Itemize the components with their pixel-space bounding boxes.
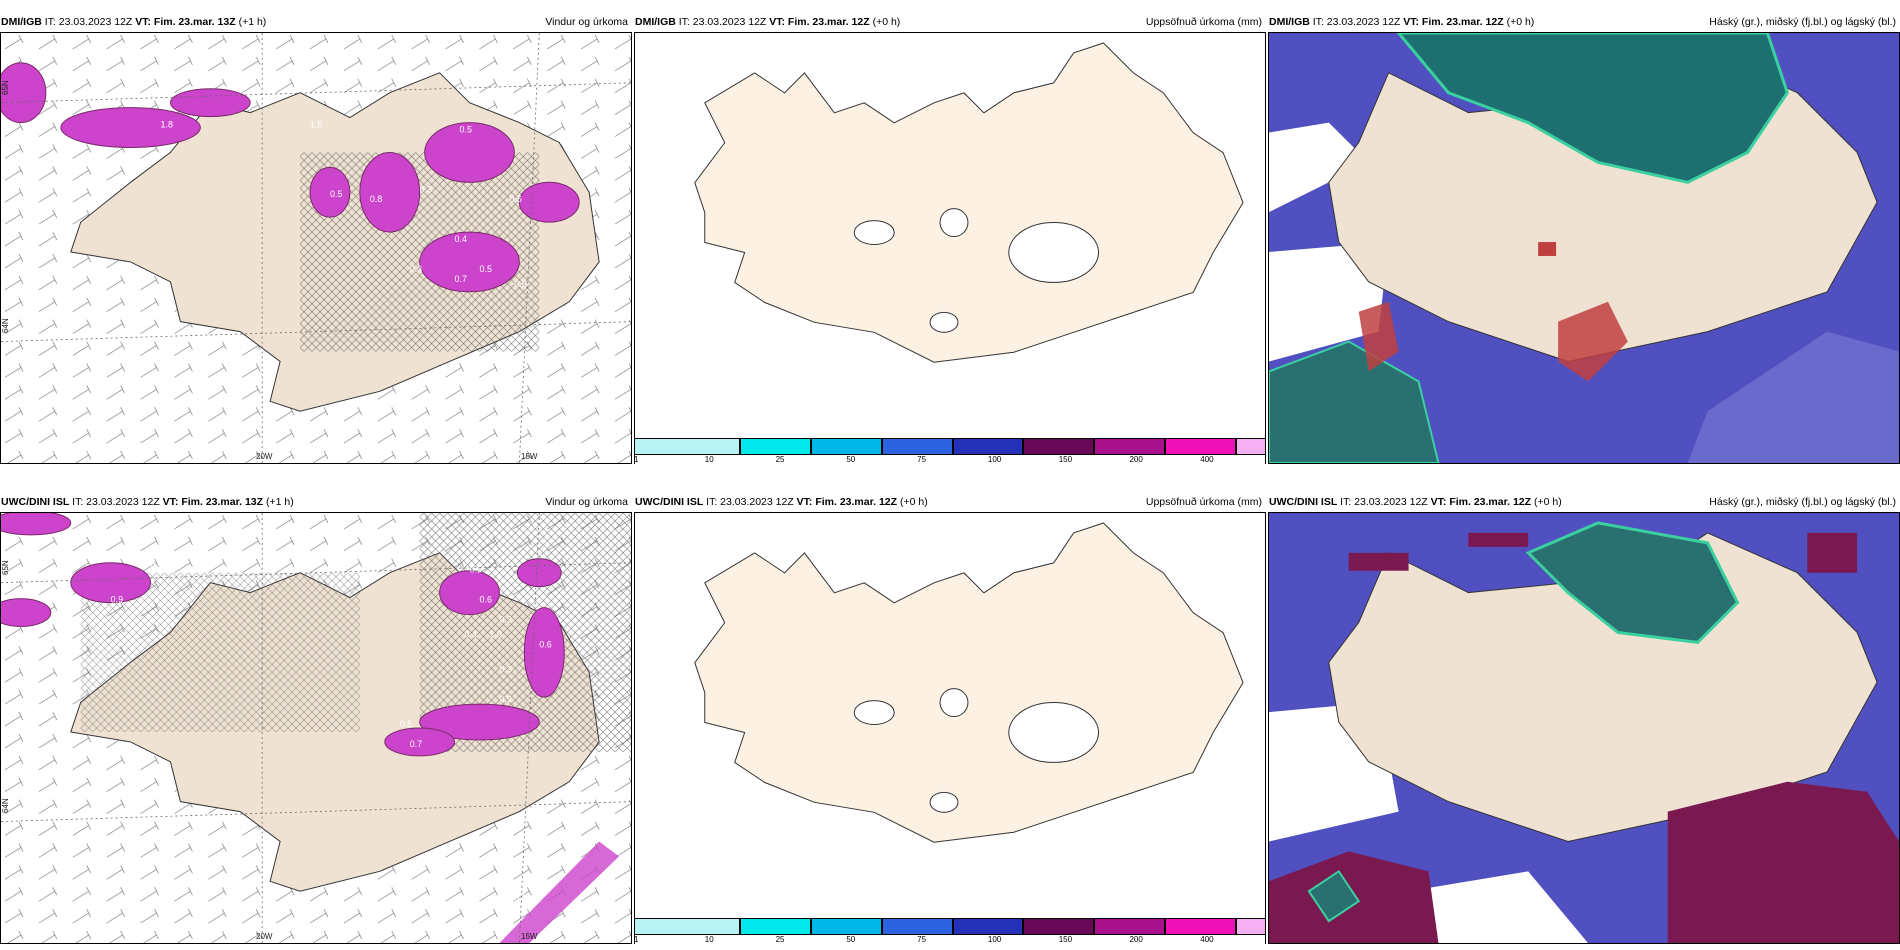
precip-label: 0.8 bbox=[370, 194, 382, 204]
precip-label: 0.6 bbox=[509, 194, 521, 204]
colorbar-tick: 75 bbox=[917, 935, 927, 944]
map-cloud-cover bbox=[1268, 512, 1900, 944]
colorbar-tick: 400 bbox=[1200, 455, 1214, 464]
panel-cloud-uwc: UWC/DINI ISL IT: 23.03.2023 12Z VT: Fim.… bbox=[1268, 492, 1900, 944]
precip-label: 0.5 bbox=[470, 565, 482, 575]
map-accum-precip bbox=[634, 512, 1266, 944]
colorbar: 1 10 25 50 75 100 150 200 400 bbox=[634, 918, 1266, 944]
map-wind-precip: 0.7 0.9 0.5 0.6 0.3 0.4 1.0 0.6 0.3 0.9 … bbox=[0, 512, 632, 944]
precip-label: 0.4 bbox=[81, 445, 93, 455]
precip-label: 0.7 bbox=[455, 274, 467, 284]
colorbar-tick: 1 bbox=[634, 455, 639, 464]
precip-label: 0.3 bbox=[410, 264, 422, 274]
colorbar-tick: 10 bbox=[704, 935, 714, 944]
lat-label: 65N bbox=[1, 560, 10, 575]
panel-cloud-dmi: DMI/IGB IT: 23.03.2023 12Z VT: Fim. 23.m… bbox=[1268, 12, 1900, 464]
colorbar-tick: 50 bbox=[846, 935, 856, 944]
precip-label: 0.7 bbox=[151, 560, 163, 570]
colorbar: 1 10 25 50 75 100 150 200 400 bbox=[634, 438, 1266, 464]
precip-label: 0.6 bbox=[479, 595, 491, 605]
colorbar-tick: 75 bbox=[917, 455, 927, 464]
colorbar-tick: 10 bbox=[704, 455, 714, 464]
colorbar-tick: 100 bbox=[987, 935, 1002, 944]
precip-label: 0.9 bbox=[499, 694, 511, 704]
lon-label: 20W bbox=[256, 452, 273, 461]
colorbar-tick: 400 bbox=[1200, 935, 1214, 944]
map-cloud-cover bbox=[1268, 32, 1900, 464]
product-title: Uppsöfnuð úrkoma (mm) bbox=[1145, 16, 1262, 28]
precip-label: 0.5 bbox=[479, 264, 491, 274]
precip-label: 0.4 bbox=[559, 853, 571, 863]
colorbar-tick: 1 bbox=[634, 935, 639, 944]
precip-label: 0.3 bbox=[420, 184, 432, 194]
precip-label: 0.4 bbox=[23, 47, 35, 57]
panel-wind-precip-uwc: UWC/DINI ISL IT: 23.03.2023 12Z VT: Fim.… bbox=[0, 492, 632, 944]
colorbar-tick: 50 bbox=[846, 455, 856, 464]
precip-label: 0.4 bbox=[465, 629, 477, 639]
precip-label: 0.6 bbox=[51, 923, 63, 933]
precip-label: 1.5 bbox=[310, 120, 322, 130]
lon-label: 15W bbox=[521, 932, 538, 941]
precip-label: 0.6 bbox=[539, 639, 551, 649]
product-title: Háský (gr.), miðský (fj.bl.) og lágský (… bbox=[1709, 16, 1896, 28]
panel-accum-precip-uwc: UWC/DINI ISL IT: 23.03.2023 12Z VT: Fim.… bbox=[634, 492, 1266, 944]
precip-label: 0.7 bbox=[410, 739, 422, 749]
precip-label: 0.5 bbox=[330, 189, 342, 199]
panel-wind-precip-dmi: DMI/IGB IT: 23.03.2023 12Z VT: Fim. 23.m… bbox=[0, 12, 632, 464]
lat-label: 64N bbox=[1, 798, 10, 813]
colorbar-tick: 200 bbox=[1129, 455, 1143, 464]
product-title: Vindur og úrkoma bbox=[545, 16, 628, 28]
precip-label: 0.5 bbox=[460, 125, 472, 135]
precip-label: 1.8 bbox=[160, 120, 172, 130]
precip-label: 0.9 bbox=[111, 595, 123, 605]
panel-accum-precip-dmi: DMI/IGB IT: 23.03.2023 12Z VT: Fim. 23.m… bbox=[634, 12, 1266, 464]
precip-label: 0.3 bbox=[489, 445, 501, 455]
product-title: Háský (gr.), miðský (fj.bl.) og lágský (… bbox=[1709, 496, 1896, 508]
precip-label: 0.5 bbox=[400, 719, 412, 729]
colorbar-tick: 25 bbox=[775, 935, 785, 944]
lat-label: 65N bbox=[1, 80, 10, 95]
lon-label: 20W bbox=[256, 932, 273, 941]
colorbar-tick: 25 bbox=[775, 455, 785, 464]
colorbar-tick: 150 bbox=[1058, 455, 1073, 464]
precip-label: 0.4 bbox=[455, 234, 467, 244]
precip-label: 0.3 bbox=[514, 893, 526, 903]
colorbar-tick: 200 bbox=[1129, 935, 1143, 944]
lon-label: 15W bbox=[521, 452, 538, 461]
product-title: Uppsöfnuð úrkoma (mm) bbox=[1145, 496, 1262, 508]
map-wind-precip: 0.4 1.8 1.5 0.5 0.8 0.3 0.5 0.6 0.3 0.4 … bbox=[0, 32, 632, 464]
precip-label: 0.3 bbox=[499, 664, 511, 674]
colorbar-tick: 100 bbox=[987, 455, 1002, 464]
precip-label: 0.3 bbox=[499, 614, 511, 624]
product-title: Vindur og úrkoma bbox=[545, 496, 628, 508]
lat-label: 64N bbox=[1, 318, 10, 333]
precip-label: 0.6 bbox=[514, 279, 526, 289]
colorbar-tick: 150 bbox=[1058, 935, 1073, 944]
map-accum-precip bbox=[634, 32, 1266, 464]
precip-label: 1.0 bbox=[489, 629, 501, 639]
